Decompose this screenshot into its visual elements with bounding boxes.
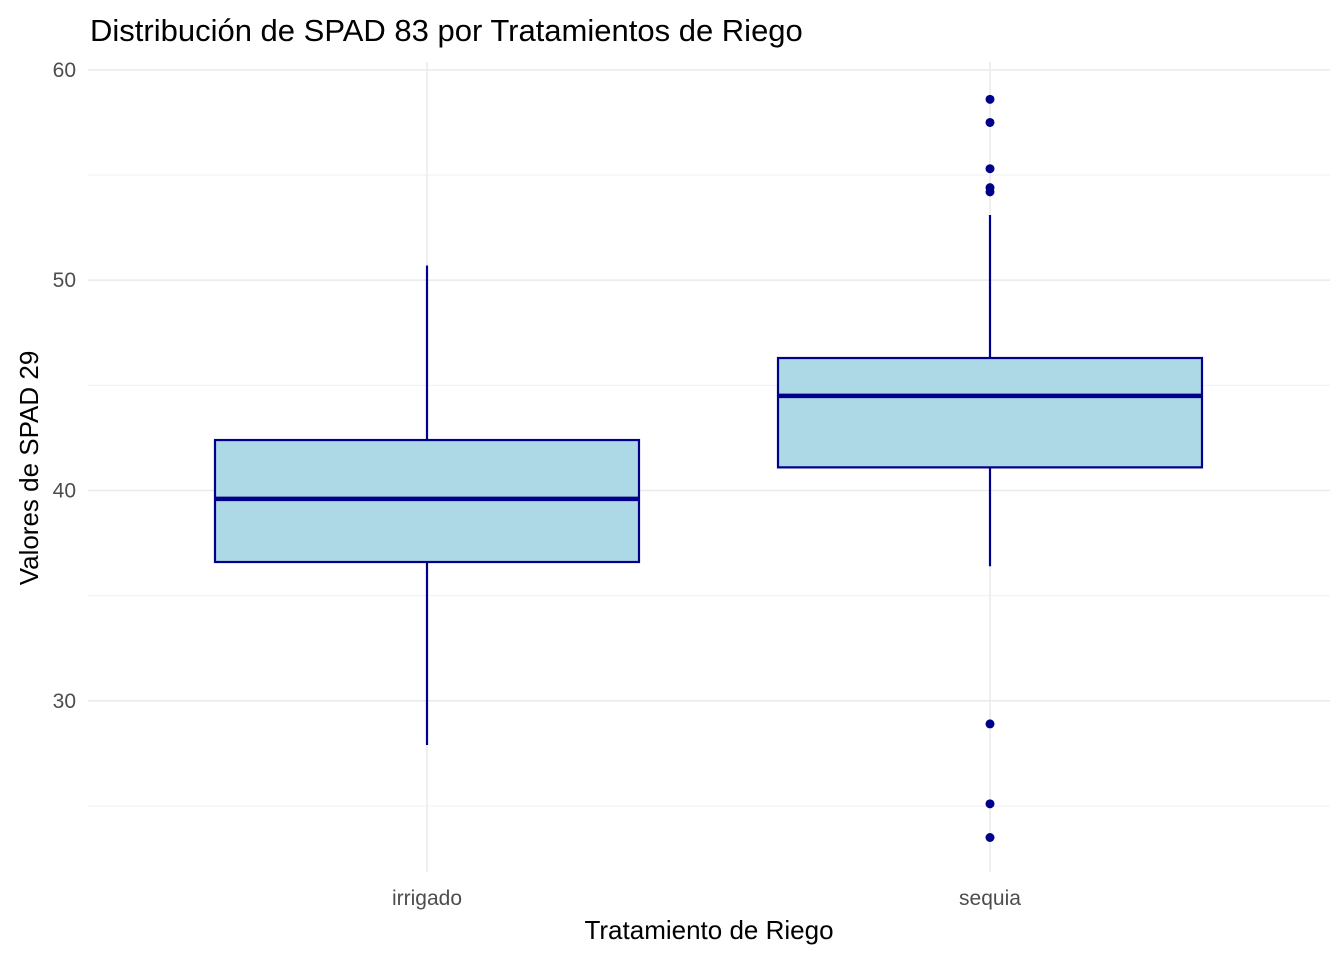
outlier-point (985, 164, 995, 174)
box-iqr (776, 356, 1204, 469)
outlier-point (985, 832, 995, 842)
box-irrigado (213, 265, 641, 745)
box-series (213, 94, 1204, 842)
x-axis-tick-labels: irrigado sequia (392, 887, 1021, 910)
outlier-point (985, 719, 995, 729)
x-tick-label: irrigado (392, 887, 462, 910)
y-axis-title: Valores de SPAD 29 (14, 351, 44, 586)
x-axis-title: Tratamiento de Riego (584, 915, 833, 945)
outlier-point (985, 94, 995, 104)
outlier-point (985, 117, 995, 127)
chart-title: Distribución de SPAD 83 por Tratamientos… (90, 13, 803, 48)
y-tick-label: 40 (53, 480, 76, 503)
y-tick-label: 30 (53, 690, 76, 713)
outlier-point (985, 187, 995, 197)
box-sequia (776, 94, 1204, 842)
y-tick-label: 60 (53, 59, 76, 82)
y-tick-label: 50 (53, 269, 76, 292)
outlier-point (985, 799, 995, 809)
x-tick-label: sequia (959, 887, 1021, 910)
y-axis-tick-labels: 30 40 50 60 (53, 59, 76, 713)
